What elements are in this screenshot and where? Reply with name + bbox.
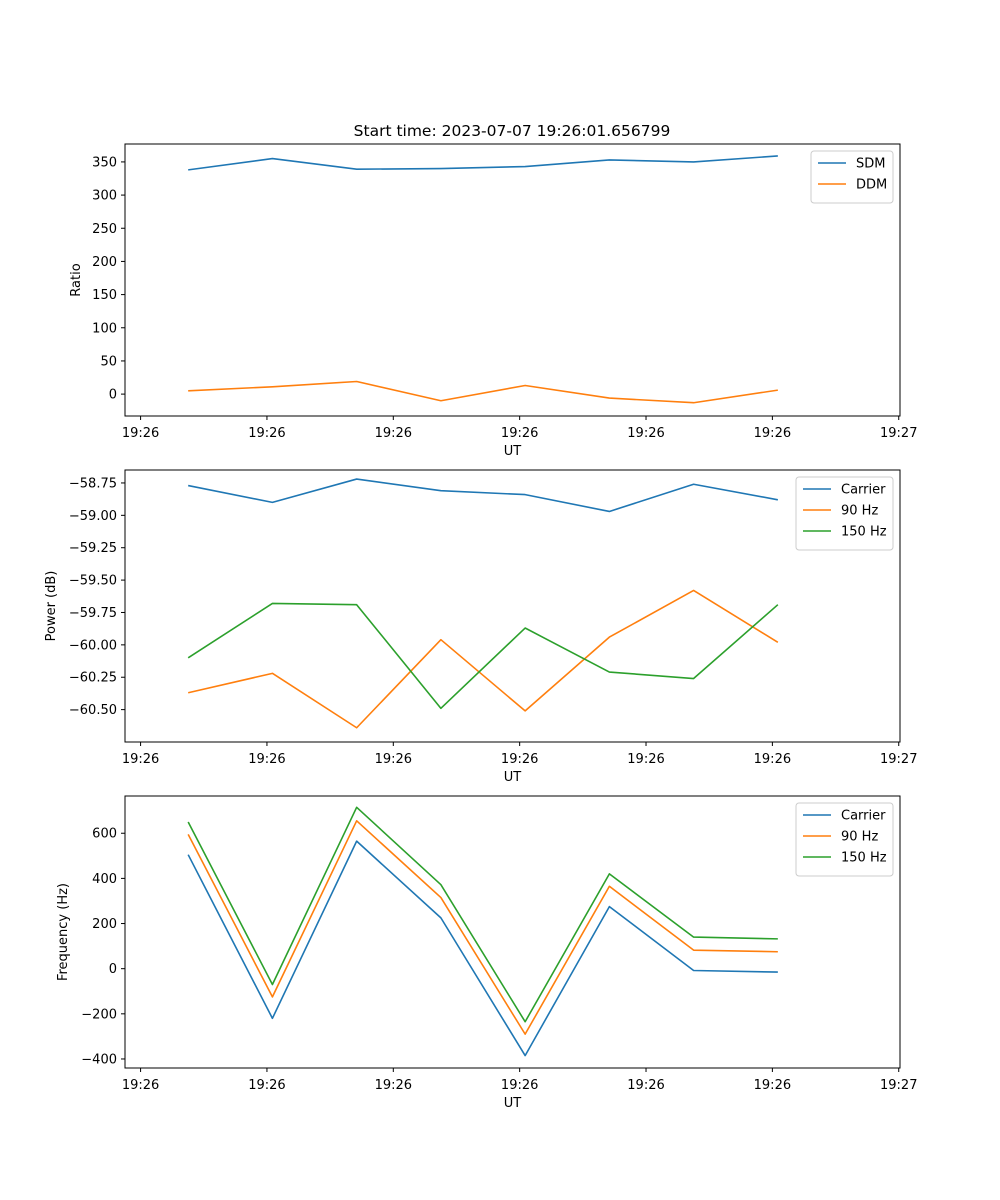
y-tick-label: 150	[92, 288, 117, 303]
axes-frame	[124, 795, 901, 1069]
chart-1: 19:26 19:26 19:26 19:26 19:26 19:26 19:27 0 50 10…	[69, 143, 917, 459]
legend-box	[810, 150, 894, 204]
series-line-90-hz	[187, 820, 778, 1035]
series-line-150-hz	[187, 602, 779, 710]
y-tick-label: −200	[81, 1007, 117, 1022]
y-tick-label: −400	[81, 1052, 117, 1067]
x-tick-label: 19:26	[122, 752, 159, 767]
legend: SDM DDM	[810, 150, 894, 204]
y-tick-label: 300	[92, 189, 117, 204]
x-tick-label: 19:27	[880, 1078, 917, 1093]
x-axis-label: UT	[504, 1096, 522, 1111]
legend-label: DDM	[856, 178, 887, 193]
figure-title: Start time: 2023-07-07 19:26:01.656799	[354, 122, 671, 140]
legend-label: 90 Hz	[841, 830, 878, 845]
y-tick-label: 200	[92, 917, 117, 932]
legend-label: 150 Hz	[841, 525, 887, 540]
y-tick-label: −60.00	[69, 638, 117, 653]
y-tick-label: 0	[109, 962, 117, 977]
legend-label: 90 Hz	[841, 504, 878, 519]
x-tick-label: 19:26	[501, 1078, 538, 1093]
x-tick-label: 19:26	[375, 426, 412, 441]
y-tick-label: 400	[92, 872, 117, 887]
x-tick-label: 19:27	[880, 426, 917, 441]
y-tick-label: −60.25	[69, 671, 117, 686]
y-tick-label: −59.00	[69, 509, 117, 524]
y-tick-label: −59.25	[69, 541, 117, 556]
y-tick-label: 600	[92, 827, 117, 842]
legend: Carrier 90 Hz 150 Hz	[795, 802, 894, 877]
y-tick-label: 200	[92, 255, 117, 270]
series-line-carrier	[188, 478, 778, 513]
x-tick-label: 19:26	[501, 752, 538, 767]
axes-frame	[124, 143, 901, 417]
y-tick-label: −58.75	[69, 476, 117, 491]
y-axis-label: Ratio	[69, 263, 84, 296]
y-tick-label: 0	[109, 388, 117, 403]
y-axis-label: Power (dB)	[44, 571, 59, 642]
x-tick-label: 19:26	[501, 426, 538, 441]
x-tick-label: 19:26	[754, 426, 791, 441]
x-tick-label: 19:26	[248, 426, 285, 441]
legend: Carrier 90 Hz 150 Hz	[795, 476, 894, 551]
series-line-ddm	[188, 380, 778, 404]
series-line-150-hz	[187, 806, 778, 1023]
x-tick-label: 19:27	[880, 752, 917, 767]
x-axis-label: UT	[504, 444, 522, 459]
x-tick-label: 19:26	[375, 1078, 412, 1093]
x-tick-label: 19:26	[248, 1078, 285, 1093]
x-tick-label: 19:26	[248, 752, 285, 767]
y-tick-label: 250	[92, 222, 117, 237]
legend-label: 150 Hz	[841, 851, 887, 866]
x-tick-label: 19:26	[754, 1078, 791, 1093]
legend-label: Carrier	[841, 809, 886, 824]
y-axis-label: Frequency (Hz)	[56, 883, 71, 981]
chart-3: 19:26 19:26 19:26 19:26 19:26 19:26 19:27 −400 −…	[56, 795, 917, 1111]
y-tick-label: −59.75	[69, 606, 117, 621]
x-tick-label: 19:26	[627, 1078, 664, 1093]
y-tick-label: 50	[100, 354, 117, 369]
series-line-sdm	[188, 155, 778, 171]
series-line-carrier	[187, 840, 778, 1057]
y-tick-label: 100	[92, 321, 117, 336]
x-axis-label: UT	[504, 770, 522, 785]
x-tick-label: 19:26	[122, 1078, 159, 1093]
legend-label: Carrier	[841, 483, 886, 498]
x-tick-label: 19:26	[627, 426, 664, 441]
y-tick-label: −59.50	[69, 574, 117, 589]
x-tick-label: 19:26	[754, 752, 791, 767]
x-tick-label: 19:26	[122, 426, 159, 441]
chart-2: 19:26 19:26 19:26 19:26 19:26 19:26 19:27 −58.7…	[44, 469, 917, 785]
legend-label: SDM	[856, 157, 885, 172]
series-line-90-hz	[188, 589, 779, 729]
y-tick-label: 350	[92, 155, 117, 170]
x-tick-label: 19:26	[627, 752, 664, 767]
x-tick-label: 19:26	[375, 752, 412, 767]
axes-frame	[124, 469, 901, 743]
y-tick-label: −60.50	[69, 703, 117, 718]
